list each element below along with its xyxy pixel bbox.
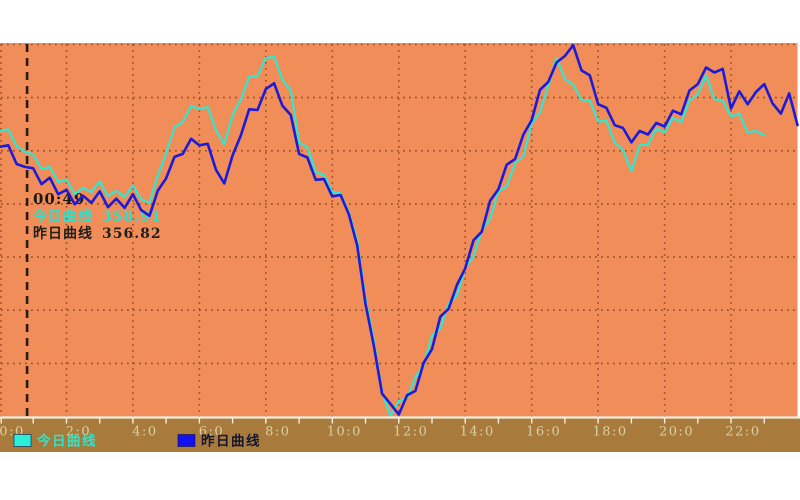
legend-item-today[interactable]: 今日曲线 [13, 433, 97, 450]
legend-label: 今日曲线 [37, 433, 97, 450]
x-tick-label: 10:0 [327, 425, 362, 440]
tooltip-yesterday-value: 356.82 [102, 226, 162, 242]
x-tick-label: 12:0 [393, 425, 428, 440]
plot-area[interactable] [0, 43, 798, 418]
legend-swatch [13, 434, 32, 447]
x-tick-label: 20:0 [659, 425, 694, 440]
series-line-yesterday[interactable] [0, 43, 799, 416]
tooltip-today-label: 今日曲线 [32, 208, 93, 225]
x-tick-label: 4:0 [132, 425, 157, 440]
x-tick-label: 6:0 [199, 425, 224, 440]
legend-item-yesterday[interactable]: 昨日曲线 [177, 433, 261, 450]
x-tick-label: 16:0 [526, 425, 561, 440]
x-tick-label: 8:0 [265, 425, 290, 440]
legend-swatch [177, 434, 196, 447]
legend-label: 昨日曲线 [201, 433, 261, 450]
x-tick-label: 22:0 [725, 425, 760, 440]
x-tick-label: 14:0 [460, 425, 495, 440]
tooltip-yesterday-line: 昨日曲线 356.82 [33, 225, 162, 242]
tooltip-time: 00:49 [33, 190, 85, 208]
x-tick-label: 18:0 [592, 425, 627, 440]
x-tick-label: 2:0 [66, 425, 91, 440]
tooltip-yesterday-label: 昨日曲线 [33, 225, 93, 242]
